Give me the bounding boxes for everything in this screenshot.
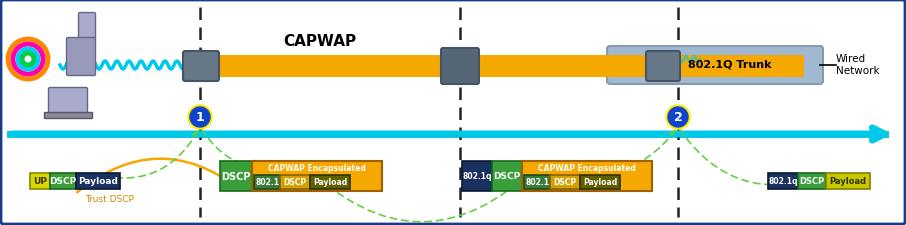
Text: Wired
Network: Wired Network [836,54,880,75]
FancyBboxPatch shape [76,173,120,189]
Text: Payload: Payload [583,178,617,187]
FancyBboxPatch shape [492,161,522,191]
Text: Payload: Payload [829,177,866,186]
Text: DSCP: DSCP [221,171,251,181]
FancyBboxPatch shape [310,175,350,189]
Bar [200,56,804,78]
FancyBboxPatch shape [220,161,252,191]
Text: CAPWAP Encapsulated: CAPWAP Encapsulated [538,164,636,173]
FancyBboxPatch shape [183,52,219,82]
FancyBboxPatch shape [254,175,280,189]
Text: CAPWAP: CAPWAP [284,34,357,49]
Text: 802.1: 802.1 [255,178,279,187]
FancyBboxPatch shape [30,173,50,189]
Text: 2: 2 [674,111,682,124]
FancyBboxPatch shape [607,47,823,85]
Bar [44,112,92,119]
FancyBboxPatch shape [646,52,680,82]
Text: 802.1q: 802.1q [462,172,492,181]
Text: CAPWAP Encapsulated: CAPWAP Encapsulated [268,164,366,173]
Text: 1: 1 [196,111,205,124]
Circle shape [668,108,688,127]
Text: DSCP: DSCP [494,172,521,181]
FancyBboxPatch shape [252,161,382,191]
FancyBboxPatch shape [768,173,798,189]
Text: 802.1q: 802.1q [768,177,798,186]
Text: 802.1: 802.1 [525,178,549,187]
FancyBboxPatch shape [798,173,826,189]
Text: DSCP: DSCP [554,178,576,187]
FancyBboxPatch shape [441,49,479,85]
FancyBboxPatch shape [66,38,95,76]
Circle shape [188,106,212,129]
FancyBboxPatch shape [550,175,580,189]
FancyBboxPatch shape [79,14,95,40]
Text: Trust DSCP: Trust DSCP [85,195,134,204]
Text: Payload: Payload [78,177,118,186]
FancyBboxPatch shape [49,88,88,115]
Circle shape [666,106,690,129]
Circle shape [190,108,210,127]
FancyBboxPatch shape [280,175,310,189]
Text: DSCP: DSCP [284,178,306,187]
Text: Payload: Payload [313,178,347,187]
FancyBboxPatch shape [580,175,620,189]
FancyBboxPatch shape [522,161,652,191]
FancyBboxPatch shape [826,173,870,189]
FancyBboxPatch shape [50,173,76,189]
Text: DSCP: DSCP [799,177,824,186]
Text: UP: UP [33,177,47,186]
Text: DSCP: DSCP [49,177,77,186]
FancyBboxPatch shape [462,161,492,191]
FancyBboxPatch shape [524,175,550,189]
Text: 802.1Q Trunk: 802.1Q Trunk [688,60,772,70]
